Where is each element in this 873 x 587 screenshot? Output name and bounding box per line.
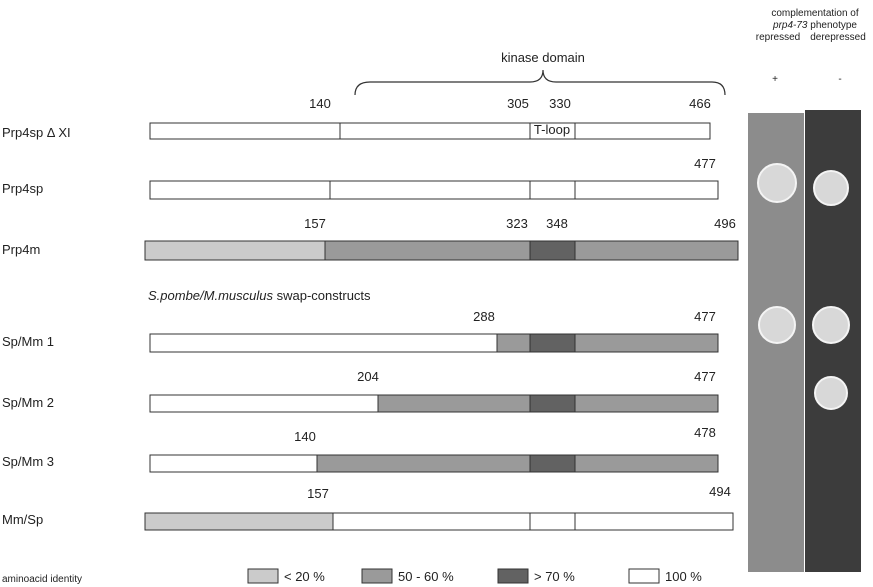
colony [759, 307, 795, 343]
header-line2: prp4-73 phenotype [772, 20, 857, 31]
segment [575, 123, 710, 139]
segment [530, 513, 575, 530]
sign1: + [772, 74, 778, 85]
tloop-label: T-loop [534, 122, 570, 137]
segment [530, 455, 575, 472]
segment [530, 241, 575, 260]
position-label: 494 [709, 484, 731, 499]
position-label: 477 [694, 369, 716, 384]
position-label: 157 [307, 486, 329, 501]
segment [150, 395, 378, 412]
header-rest: phenotype [810, 20, 857, 31]
legend-swatch [498, 569, 528, 583]
position-label: 477 [694, 156, 716, 171]
position-label: 348 [546, 216, 568, 231]
construct-name: Prp4sp [2, 181, 43, 196]
col2: derepressed [810, 32, 866, 43]
position-label: 140 [294, 429, 316, 444]
segment [150, 334, 497, 352]
segment [150, 181, 330, 199]
segment [340, 123, 530, 139]
segment [575, 395, 718, 412]
construct-name: Sp/Mm 3 [2, 454, 54, 469]
construct-name: Sp/Mm 1 [2, 334, 54, 349]
section-italic: S.pombe/M.musculus [148, 288, 273, 303]
construct-name: Sp/Mm 2 [2, 395, 54, 410]
colony [814, 171, 848, 205]
position-label: 323 [506, 216, 528, 231]
segment [150, 123, 340, 139]
position-label: 478 [694, 425, 716, 440]
legend-label: > 70 % [534, 569, 575, 584]
segment [530, 395, 575, 412]
construct-name: Prp4sp Δ XI [2, 125, 71, 140]
position-label: 204 [357, 369, 379, 384]
colony [813, 307, 849, 343]
segment [325, 241, 530, 260]
segment [333, 513, 530, 530]
segment [145, 241, 325, 260]
segment [150, 455, 317, 472]
legend-label: 100 % [665, 569, 702, 584]
segment [530, 334, 575, 352]
position-label: 330 [549, 96, 571, 111]
segment [575, 181, 718, 199]
legend-label: 50 - 60 % [398, 569, 454, 584]
legend-swatch [362, 569, 392, 583]
segment [575, 455, 718, 472]
segment [378, 395, 530, 412]
section-rest: swap-constructs [277, 288, 371, 303]
segment [317, 455, 530, 472]
segment [575, 241, 738, 260]
segment [530, 181, 575, 199]
segment [575, 513, 733, 530]
sign2: - [838, 74, 841, 85]
position-label: 140 [309, 96, 331, 111]
kinase-brace [355, 70, 725, 95]
colony [815, 377, 847, 409]
segment [497, 334, 530, 352]
position-label: 496 [714, 216, 736, 231]
legend-swatch [248, 569, 278, 583]
legend-label: < 20 % [284, 569, 325, 584]
colony [758, 164, 796, 202]
position-label: 305 [507, 96, 529, 111]
legend-swatch [629, 569, 659, 583]
col1: repressed [756, 32, 800, 43]
construct-name: Prp4m [2, 242, 40, 257]
position-label: 157 [304, 216, 326, 231]
position-label: 466 [689, 96, 711, 111]
segment [575, 334, 718, 352]
segment [145, 513, 333, 530]
section-title: S.pombe/M.musculus swap-constructs [148, 288, 371, 303]
segment [330, 181, 530, 199]
header-italic: prp4-73 [772, 20, 808, 31]
construct-name: Mm/Sp [2, 512, 43, 527]
position-label: 477 [694, 309, 716, 324]
position-label: 288 [473, 309, 495, 324]
kinase-label: kinase domain [501, 50, 585, 65]
figure: kinase domain complementation of prp4-73… [0, 0, 873, 587]
legend-title: aminoacid identity [2, 574, 82, 585]
header-line1: complementation of [771, 8, 858, 19]
